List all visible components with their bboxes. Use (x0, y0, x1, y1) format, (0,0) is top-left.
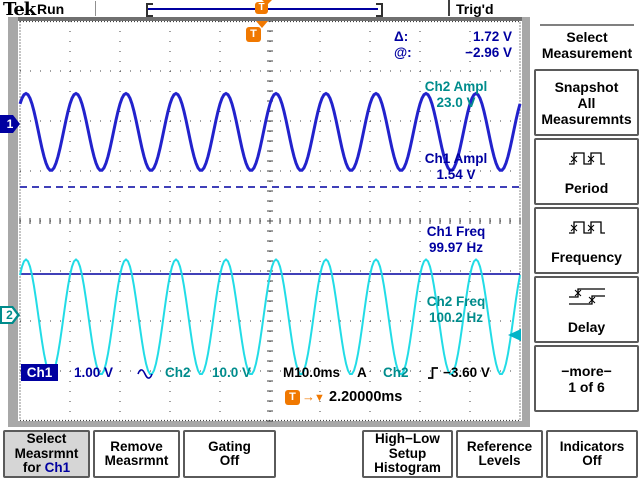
display-bezel-bottom (8, 421, 530, 427)
menu-button-remove-measrmnt[interactable]: Remove Measrmnt (93, 430, 180, 478)
cursor-at-label: @: (394, 45, 412, 60)
side-menu: Snapshot All Measuremnts Period Frequenc… (534, 69, 639, 414)
acquisition-mode: A (357, 365, 367, 380)
topbar-divider (95, 1, 96, 16)
trigger-level-arrow-icon (508, 329, 521, 341)
menu-button-reference-levels[interactable]: Reference Levels (456, 430, 543, 478)
ch2-ground-marker-icon: 2 (0, 306, 20, 324)
rising-edge-icon (428, 367, 438, 379)
ch1-scale-value: 1.00 V (74, 365, 114, 380)
period-waveform-icon (568, 151, 605, 165)
display-bezel-top (8, 17, 530, 21)
menu-button-select-measrmnt[interactable]: Select Measrmnt for Ch1 (3, 430, 90, 478)
delay-time-readout: 2.20000ms (329, 389, 403, 405)
display-bezel-left (8, 17, 18, 427)
cursor-readout: Δ: 1.72 V @: −2.96 V (394, 29, 512, 61)
trigger-source: Ch2 (383, 365, 409, 380)
ch2-trace (19, 258, 521, 375)
cursor-delta-value: 1.72 V (472, 29, 512, 44)
trigger-position-triangle-icon (256, 21, 268, 28)
ch1-ground-marker-icon: 1 (0, 115, 20, 133)
measurement-ch2-freq: Ch2 Freq 100.2 Hz (426, 294, 486, 325)
measurement-ch1-freq: Ch1 Freq 99.97 Hz (426, 224, 486, 255)
trigger-status: Trig'd (456, 1, 494, 17)
delay-edges-icon (568, 287, 605, 305)
tek-logo: Tek (3, 0, 36, 20)
waveform-canvas (18, 21, 522, 422)
trigger-position-flag-icon: T (246, 27, 261, 42)
measurement-ch2-ampl: Ch2 Ampl 23.0 V (424, 79, 488, 110)
ch1-scale-badge: Ch1 (21, 364, 58, 381)
channel-status-bar: Ch1 1.00 V Ch2 10.0 V M10.0ms A Ch2 −3.6… (0, 364, 530, 381)
trigger-level-readout: −3.60 V (443, 365, 490, 380)
record-trigger-triangle-icon (262, 0, 272, 5)
menu-button-period[interactable]: Period (534, 138, 639, 205)
side-menu-title-rule (540, 24, 634, 26)
menu-button-delay[interactable]: Delay (534, 276, 639, 343)
select-measrmnt-channel: Ch1 (44, 460, 71, 476)
ch1-trace (18, 91, 522, 172)
ch2-scale-value: 10.0 V (212, 365, 252, 380)
menu-button-frequency[interactable]: Frequency (534, 207, 639, 274)
menu-button-high-low-setup[interactable]: High−Low Setup Histogram (362, 430, 453, 478)
menu-button-gating[interactable]: Gating Off (183, 430, 276, 478)
display-bezel-right (522, 17, 530, 427)
timebase-readout: M10.0ms (283, 365, 341, 380)
topbar-divider-2 (448, 0, 450, 16)
delay-status-bar: T → ▼ 2.20000ms (0, 389, 530, 407)
delay-triangle-icon: ▼ (314, 392, 325, 404)
menu-button-snapshot-all[interactable]: Snapshot All Measuremnts (534, 69, 639, 136)
record-view-left-bracket (146, 3, 153, 17)
cursor-delta-label: Δ: (394, 29, 409, 44)
cursor-at-value: −2.96 V (465, 45, 512, 60)
menu-button-more[interactable]: −more− 1 of 6 (534, 345, 639, 412)
menu-button-indicators[interactable]: Indicators Off (546, 430, 638, 478)
measurement-ch1-ampl: Ch1 Ampl 1.54 V (424, 151, 488, 182)
delay-trigger-flag-icon: T (285, 390, 300, 405)
delay-arrow-icon: → (302, 389, 315, 404)
side-menu-title: Select Measurement (536, 24, 638, 61)
ch2-scale-label: Ch2 (165, 365, 191, 380)
record-trigger-position-icon: T (255, 2, 268, 14)
frequency-waveform-icon (568, 220, 605, 234)
record-view-right-bracket (376, 3, 383, 17)
sine-wave-icon (137, 369, 153, 379)
acquisition-status: Run (37, 1, 65, 17)
